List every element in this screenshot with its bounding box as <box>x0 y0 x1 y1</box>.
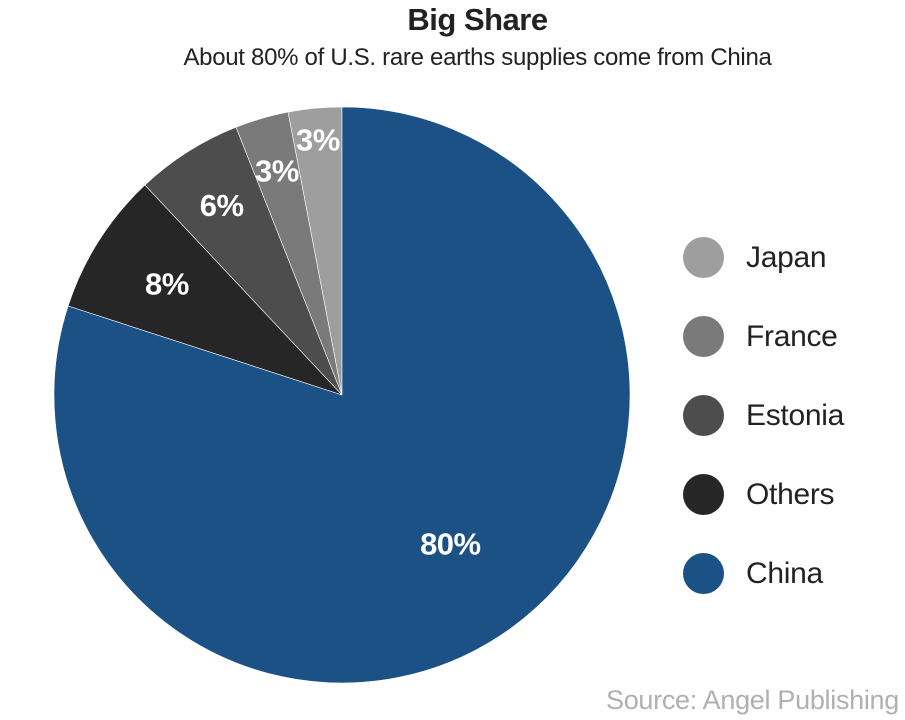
legend-swatch-japan <box>683 237 724 278</box>
legend: Japan France Estonia Others China <box>683 218 844 613</box>
source-note: Source: Angel Publishing <box>605 685 899 715</box>
legend-item-others: Others <box>683 455 844 534</box>
legend-item-china: China <box>683 534 844 613</box>
slice-label-china: 80% <box>420 527 481 562</box>
chart-subtitle: About 80% of U.S. rare earths supplies c… <box>183 44 772 71</box>
slice-label-estonia: 6% <box>200 188 244 223</box>
slice-label-japan: 3% <box>296 122 340 157</box>
legend-swatch-france <box>683 316 724 357</box>
slice-label-france: 3% <box>255 153 299 188</box>
legend-swatch-others <box>683 474 724 515</box>
legend-item-japan: Japan <box>683 218 844 297</box>
legend-item-france: France <box>683 297 844 376</box>
legend-label-france: France <box>746 319 838 353</box>
chart-title: Big Share <box>407 2 548 37</box>
legend-item-estonia: Estonia <box>683 376 844 455</box>
legend-swatch-china <box>683 553 724 594</box>
legend-label-estonia: Estonia <box>746 398 844 432</box>
legend-label-japan: Japan <box>746 240 827 274</box>
pie-slice-china <box>53 106 631 684</box>
legend-label-china: China <box>746 556 823 590</box>
slice-label-others: 8% <box>145 266 189 301</box>
legend-label-others: Others <box>746 477 835 511</box>
pie-slice-others <box>67 184 343 396</box>
legend-swatch-estonia <box>683 395 724 436</box>
